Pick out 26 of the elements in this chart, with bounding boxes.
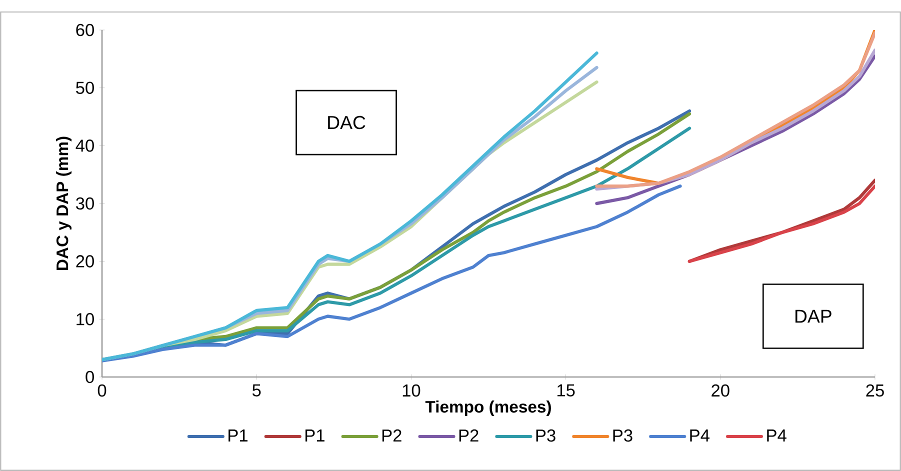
legend-label: P3 bbox=[536, 429, 556, 442]
x-tick-label: 5 bbox=[252, 384, 261, 396]
y-axis-title: DAC y DAP (mm) bbox=[56, 136, 72, 270]
x-tick-label: 20 bbox=[712, 384, 730, 397]
x-tick-label: 15 bbox=[557, 384, 575, 396]
legend-label: P1 bbox=[228, 430, 248, 442]
legend-label: P1 bbox=[306, 430, 324, 442]
y-tick-label: 10 bbox=[76, 313, 94, 326]
legend-label: P3 bbox=[613, 429, 632, 442]
x-axis-title: Tiempo (meses) bbox=[425, 400, 551, 416]
annotation: DAP bbox=[795, 310, 832, 323]
line-series bbox=[102, 184, 682, 362]
y-tick-label: 50 bbox=[76, 82, 94, 94]
y-tick-label: 0 bbox=[86, 370, 94, 384]
y-tick-label: 30 bbox=[76, 197, 94, 210]
legend-label: P2 bbox=[382, 429, 402, 442]
legend-label: P4 bbox=[690, 430, 710, 442]
x-tick-label: 25 bbox=[866, 384, 884, 397]
legend-label: P4 bbox=[767, 430, 786, 442]
x-tick-label: 10 bbox=[402, 384, 420, 397]
y-tick-label: 20 bbox=[76, 255, 94, 268]
y-tick-label: 40 bbox=[76, 140, 94, 152]
x-tick-label: 0 bbox=[98, 384, 106, 397]
annotation: DAC bbox=[328, 116, 366, 130]
y-tick-label: 60 bbox=[76, 24, 94, 36]
legend-label: P2 bbox=[459, 429, 478, 442]
